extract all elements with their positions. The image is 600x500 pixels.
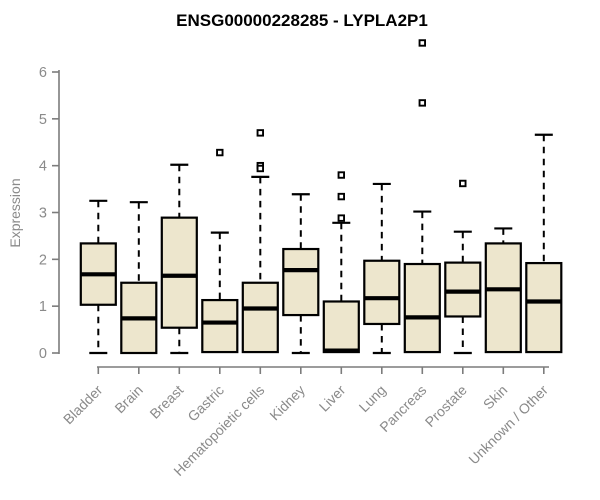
category-label-skin: Skin (480, 382, 511, 413)
outlier-marker (459, 179, 467, 188)
box-skin (484, 227, 522, 354)
box-bladder (79, 199, 117, 355)
outlier-marker (418, 99, 426, 107)
box-prostate (444, 179, 482, 355)
iqr-box (444, 261, 482, 318)
outlier-marker (256, 129, 264, 137)
outlier-marker (337, 171, 345, 179)
iqr-box (201, 298, 239, 354)
y-tick-label: 5 (39, 112, 47, 128)
box-liver (322, 171, 360, 354)
outlier-marker (337, 214, 345, 222)
chart-title: ENSG00000228285 - LYPLA2P1 (176, 11, 428, 30)
box-hematopoietic-cells (241, 129, 279, 354)
box-brain (120, 201, 158, 355)
category-label-prostate: Prostate (422, 382, 470, 430)
category-label-bladder: Bladder (60, 382, 106, 428)
y-tick-label: 4 (39, 159, 47, 175)
outlier-marker (216, 148, 224, 157)
y-tick-label: 0 (39, 346, 47, 362)
category-label-lung: Lung (356, 382, 389, 415)
category-label-breast: Breast (146, 382, 186, 422)
y-tick-label: 2 (39, 252, 47, 268)
iqr-box (160, 216, 198, 329)
box-pancreas (403, 39, 441, 354)
iqr-box (484, 242, 522, 354)
iqr-box (403, 262, 441, 354)
outlier-marker (418, 39, 426, 47)
category-label-liver: Liver (316, 382, 349, 415)
iqr-box (363, 259, 401, 326)
box-lung (363, 182, 401, 355)
box-breast (160, 163, 198, 355)
category-label-brain: Brain (111, 382, 145, 416)
outlier-marker (256, 164, 264, 173)
y-tick-label: 3 (39, 206, 47, 222)
iqr-box (525, 261, 563, 354)
box-unknown-other (525, 133, 563, 354)
y-tick-label: 1 (39, 299, 47, 315)
box-gastric (201, 148, 239, 354)
y-tick-label: 6 (39, 65, 47, 81)
iqr-box (241, 281, 279, 354)
box-kidney (282, 193, 320, 355)
outlier-marker (337, 192, 345, 201)
iqr-box (322, 300, 360, 354)
category-label-kidney: Kidney (266, 382, 308, 424)
iqr-box (282, 247, 320, 317)
